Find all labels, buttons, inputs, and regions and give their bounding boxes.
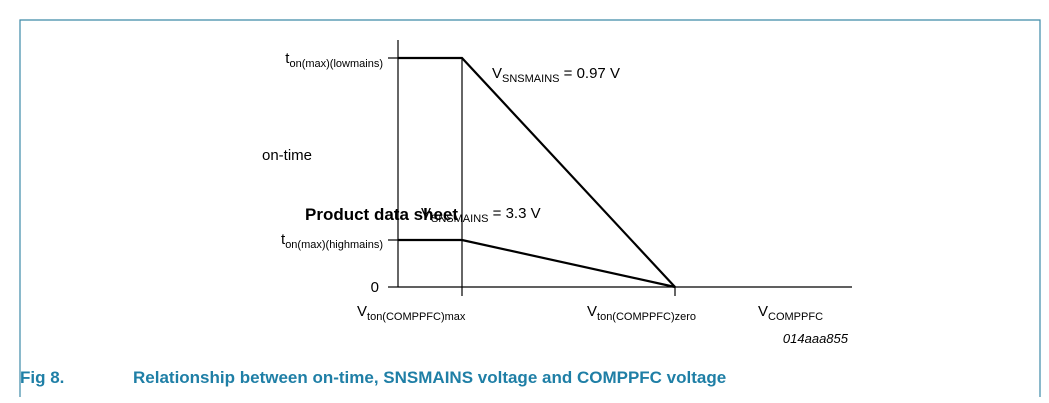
curve-label: VSNSMAINS = 3.3 V: [421, 205, 541, 225]
y-axis-title: on-time: [262, 147, 312, 164]
curve-label: VSNSMAINS = 0.97 V: [492, 65, 620, 85]
y-label: ton(max)(lowmains): [285, 50, 383, 70]
y-label: 0: [371, 279, 379, 296]
caption-text: Relationship between on-time, SNSMAINS v…: [133, 368, 726, 387]
watermark: Product data sheet: [305, 205, 458, 224]
figure-frame: [19, 19, 1041, 397]
curve-high: [398, 238, 676, 289]
x-label: Vton(COMPPFC)zero: [587, 303, 696, 323]
caption-number: Fig 8.: [20, 368, 64, 387]
figure-code: 014aaa855: [783, 331, 849, 346]
x-label: Vton(COMPPFC)max: [357, 303, 466, 323]
x-axis-title: VCOMPPFC: [758, 303, 823, 323]
curve-low: [398, 56, 676, 288]
y-label: ton(max)(highmains): [281, 231, 383, 251]
